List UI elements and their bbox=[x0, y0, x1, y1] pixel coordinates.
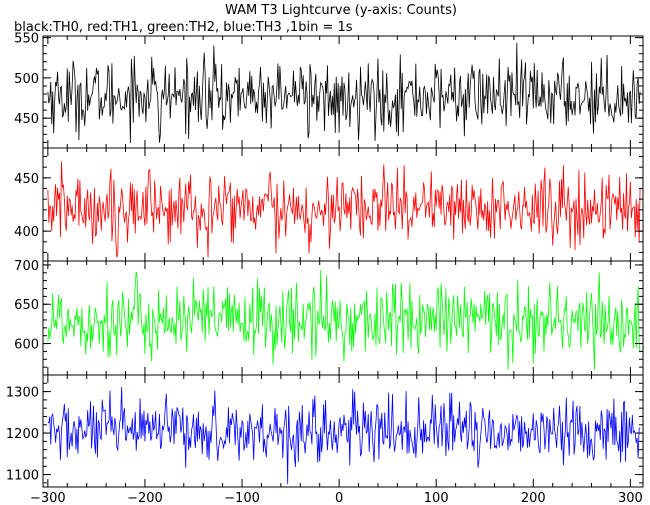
xtick-label: −100 bbox=[224, 491, 260, 505]
th2-ytick-label: 600 bbox=[14, 338, 39, 353]
th2-ytick-label: 700 bbox=[14, 259, 39, 274]
th2-ytick-label: 650 bbox=[14, 298, 39, 313]
th3-series-line bbox=[47, 387, 641, 484]
th3-panel-frame bbox=[42, 374, 644, 488]
th3-ytick-label: 1200 bbox=[6, 427, 39, 442]
th3-ytick-label: 1300 bbox=[6, 386, 39, 401]
panels-group: 450 500 550 400 450 600 650 700 1100 1200 1300 bbox=[6, 32, 644, 488]
xtick-label: 100 bbox=[424, 491, 449, 505]
xtick-label: 300 bbox=[618, 491, 643, 505]
chart-subtitle: black:TH0, red:TH1, green:TH2, blue:TH3 … bbox=[14, 20, 353, 35]
th0-ytick-label: 550 bbox=[14, 32, 39, 47]
th0-ytick-label: 500 bbox=[14, 72, 39, 87]
xtick-label: −300 bbox=[30, 491, 66, 505]
th0-series-line bbox=[47, 42, 641, 144]
th2-series-line bbox=[47, 270, 641, 370]
xtick-label: −200 bbox=[127, 491, 163, 505]
th1-series-line bbox=[47, 161, 641, 258]
xtick-label: 0 bbox=[335, 491, 343, 505]
th2-panel-frame bbox=[42, 260, 644, 376]
th1-ytick-label: 400 bbox=[14, 225, 39, 240]
th0-ytick-label: 450 bbox=[14, 112, 39, 127]
th3-ytick-label: 1100 bbox=[6, 469, 39, 484]
xtick-label: 200 bbox=[521, 491, 546, 505]
th1-ytick-label: 450 bbox=[14, 172, 39, 187]
chart-title: WAM T3 Lightcurve (y-axis: Counts) bbox=[225, 3, 457, 18]
